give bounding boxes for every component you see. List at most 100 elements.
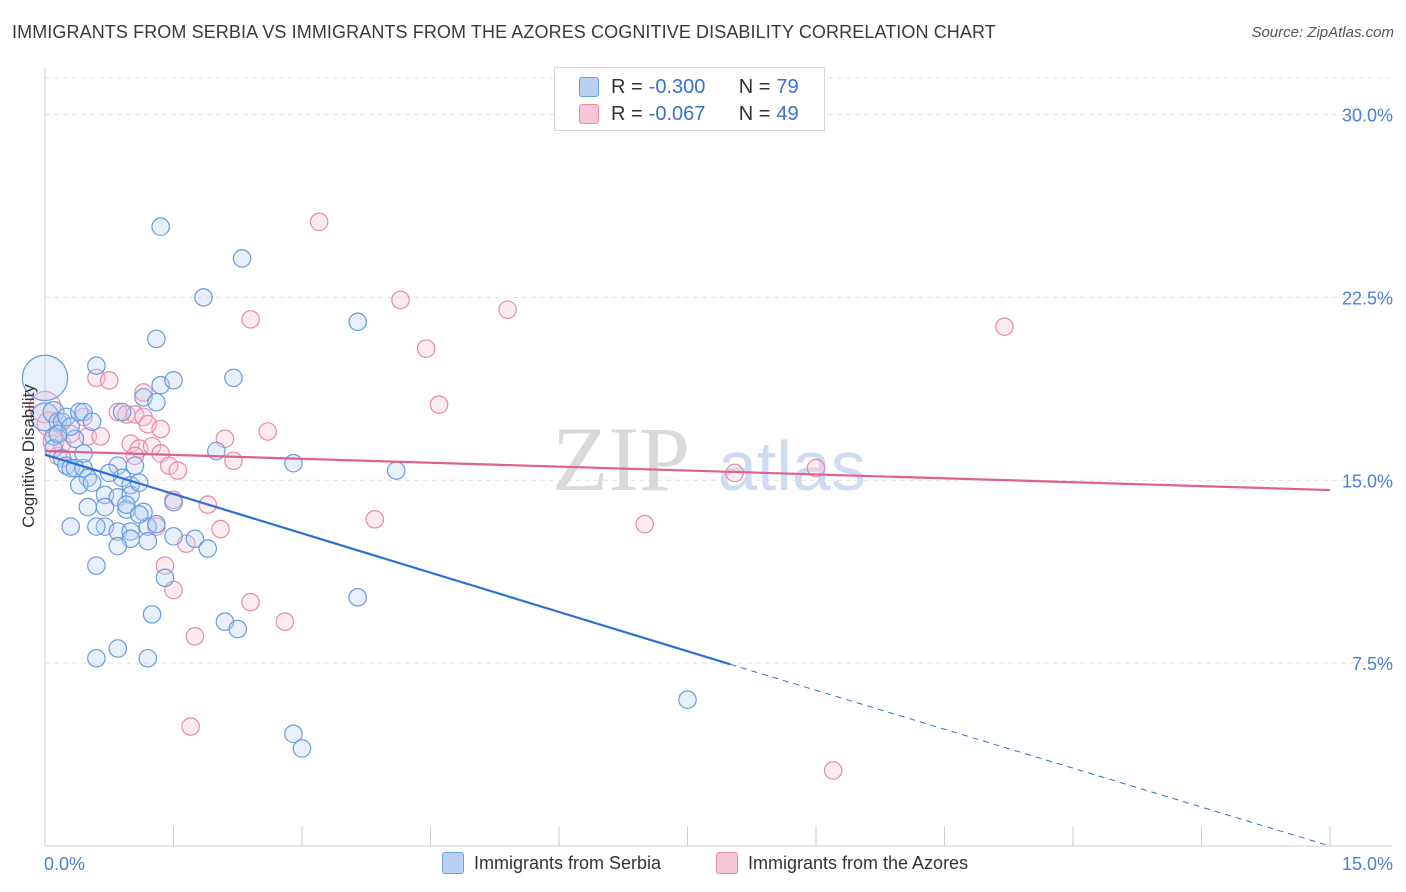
serbia-point: [185, 529, 205, 549]
serbia-point: [147, 514, 166, 534]
watermark: ZIP atlas: [552, 408, 866, 510]
serbia-point: [87, 356, 106, 375]
serbia-point: [284, 724, 303, 744]
legend-row-azores: R = -0.067 N = 49: [579, 101, 799, 127]
x-tick-label-min: 0.0%: [44, 854, 85, 874]
serbia-r-value: -0.300: [648, 75, 706, 98]
azores-point: [241, 310, 260, 329]
serbia-point: [138, 531, 158, 551]
azores-point: [806, 458, 826, 478]
serbia-point: [125, 456, 145, 475]
trendlines: [44, 449, 1331, 847]
serbia-point: [112, 402, 132, 422]
azores-n-label: N =: [738, 102, 771, 125]
serbia-point: [117, 495, 136, 514]
serbia-point: [228, 619, 248, 639]
correlation-legend: R = -0.300 N = 79 R = -0.067 N = 49: [554, 67, 825, 131]
tick-labels: 7.5% 15.0% 22.5% 30.0% 0.0% 15.0%: [44, 106, 1393, 874]
serbia-point: [142, 605, 162, 624]
serbia-trendline-extension: [730, 663, 1331, 847]
serbia-points: [21, 217, 697, 758]
serbia-point: [95, 497, 115, 517]
y-tick-label: 7.5%: [1352, 654, 1393, 674]
azores-point: [159, 456, 179, 475]
serbia-point: [87, 556, 106, 575]
azores-legend-swatch: [716, 852, 738, 874]
azores-point: [309, 212, 329, 232]
serbia-swatch: [579, 77, 599, 97]
serbia-point: [87, 517, 106, 536]
azores-r-label: R =: [611, 102, 643, 125]
azores-point: [365, 509, 385, 529]
serbia-point: [99, 463, 119, 483]
serbia-trendline: [44, 453, 731, 666]
azores-point: [258, 422, 278, 441]
serbia-point: [108, 639, 128, 658]
bottom-legend-serbia[interactable]: Immigrants from Serbia: [442, 852, 661, 874]
y-axis-label: Cognitive Disability: [19, 384, 38, 528]
serbia-legend-swatch: [442, 852, 464, 874]
serbia-point: [21, 354, 69, 402]
serbia-point: [108, 536, 128, 556]
serbia-point: [678, 690, 697, 710]
serbia-n-label: N =: [738, 75, 771, 98]
azores-point: [498, 300, 517, 319]
azores-point: [99, 371, 119, 390]
watermark-zip: ZIP: [552, 408, 690, 510]
azores-point: [823, 761, 843, 780]
chart-title: IMMIGRANTS FROM SERBIA VS IMMIGRANTS FRO…: [12, 22, 996, 42]
source-label: Source: ZipAtlas.com: [1251, 24, 1394, 41]
serbia-point: [65, 429, 85, 449]
serbia-point: [164, 371, 183, 390]
azores-point: [134, 383, 153, 402]
bottom-legend-azores[interactable]: Immigrants from the Azores: [716, 852, 968, 874]
legend-row-serbia: R = -0.300 N = 79: [579, 74, 799, 100]
axes: [44, 68, 1392, 847]
serbia-point: [151, 217, 170, 237]
serbia-point: [87, 648, 106, 668]
serbia-point: [284, 453, 303, 473]
serbia-point: [232, 249, 252, 268]
serbia-point: [164, 527, 183, 546]
azores-point: [635, 514, 654, 534]
azores-point: [125, 446, 145, 466]
azores-point: [91, 427, 110, 446]
azores-point: [391, 290, 410, 310]
azores-point: [181, 717, 200, 736]
serbia-point: [138, 648, 158, 668]
serbia-point: [82, 473, 102, 493]
serbia-n-value: 79: [776, 75, 799, 98]
serbia-point: [194, 288, 213, 307]
serbia-point: [30, 402, 60, 432]
serbia-point: [198, 539, 218, 558]
serbia-point: [348, 312, 367, 332]
azores-point: [241, 592, 260, 612]
azores-legend-label: Immigrants from the Azores: [748, 852, 969, 873]
serbia-point: [224, 368, 243, 388]
x-tick-label-max: 15.0%: [1342, 854, 1393, 874]
azores-point: [185, 627, 205, 646]
azores-point: [275, 612, 295, 631]
serbia-point: [121, 522, 140, 541]
azores-point: [121, 434, 140, 454]
azores-point: [416, 339, 436, 358]
serbia-r-label: R =: [611, 75, 643, 98]
serbia-point: [386, 461, 406, 480]
serbia-legend-label: Immigrants from Serbia: [474, 852, 662, 873]
y-tick-label: 22.5%: [1342, 288, 1393, 308]
serbia-point: [147, 392, 166, 412]
serbia-point: [129, 505, 149, 524]
azores-r-value: -0.067: [648, 102, 706, 125]
serbia-point: [78, 497, 98, 517]
y-tick-label: 15.0%: [1342, 471, 1393, 491]
serbia-point: [292, 739, 312, 758]
serbia-point: [61, 517, 80, 536]
azores-point: [168, 461, 188, 480]
y-tick-label: 30.0%: [1342, 106, 1393, 126]
azores-n-value: 49: [776, 102, 799, 125]
azores-swatch: [579, 104, 599, 124]
gridlines: [45, 77, 1392, 664]
serbia-point: [69, 402, 89, 422]
serbia-point: [147, 329, 166, 349]
watermark-atlas: atlas: [718, 427, 866, 505]
